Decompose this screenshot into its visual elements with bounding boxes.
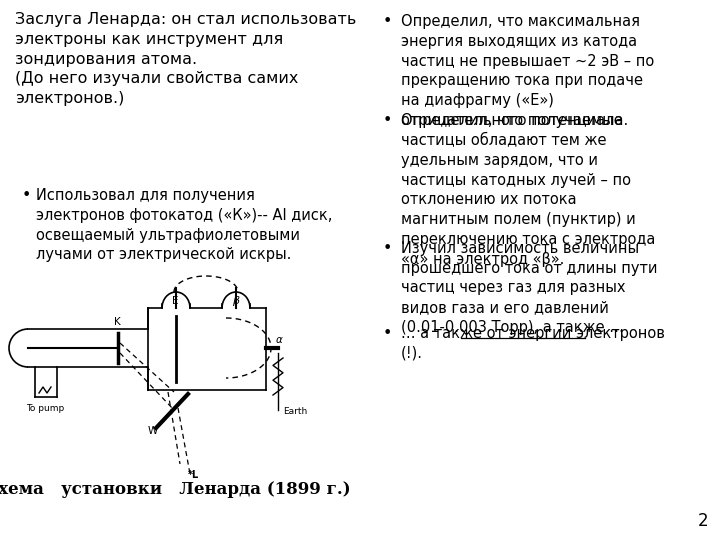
Text: α: α xyxy=(276,335,283,345)
Text: •: • xyxy=(22,188,32,203)
Text: •: • xyxy=(382,241,392,256)
Text: Заслуга Ленарда: он стал использовать
электроны как инструмент для
зондирования : Заслуга Ленарда: он стал использовать эл… xyxy=(15,12,356,106)
Text: •: • xyxy=(382,113,392,128)
Text: *L: *L xyxy=(188,470,199,480)
Text: •: • xyxy=(382,14,392,29)
Text: W: W xyxy=(148,426,158,436)
Text: Определил, что получаемые
частицы обладают тем же
удельным зарядом, что и
частиц: Определил, что получаемые частицы облада… xyxy=(401,113,655,267)
Text: Изучил зависимость величины
прошедшего тока от длины пути
частиц через газ для р: Изучил зависимость величины прошедшего т… xyxy=(401,241,657,335)
Text: E: E xyxy=(172,296,179,306)
Text: To pump: To pump xyxy=(26,404,64,413)
Text: •: • xyxy=(382,326,392,341)
Text: Earth: Earth xyxy=(283,407,307,416)
Text: Схема   установки   Ленарда (1899 г.): Схема установки Ленарда (1899 г.) xyxy=(0,481,351,498)
Text: 2: 2 xyxy=(698,512,708,530)
Text: β: β xyxy=(232,296,239,306)
Text: Определил, что максимальная
энергия выходящих из катода
частиц не превышает ~2 э: Определил, что максимальная энергия выхо… xyxy=(401,14,654,128)
Text: K: K xyxy=(114,317,121,327)
Text: … а также от энергии электронов
(!).: … а также от энергии электронов (!). xyxy=(401,326,665,361)
Text: Использовал для получения
электронов фотокатод («К»)-- Al диск,
освещаемый ультр: Использовал для получения электронов фот… xyxy=(36,188,333,262)
